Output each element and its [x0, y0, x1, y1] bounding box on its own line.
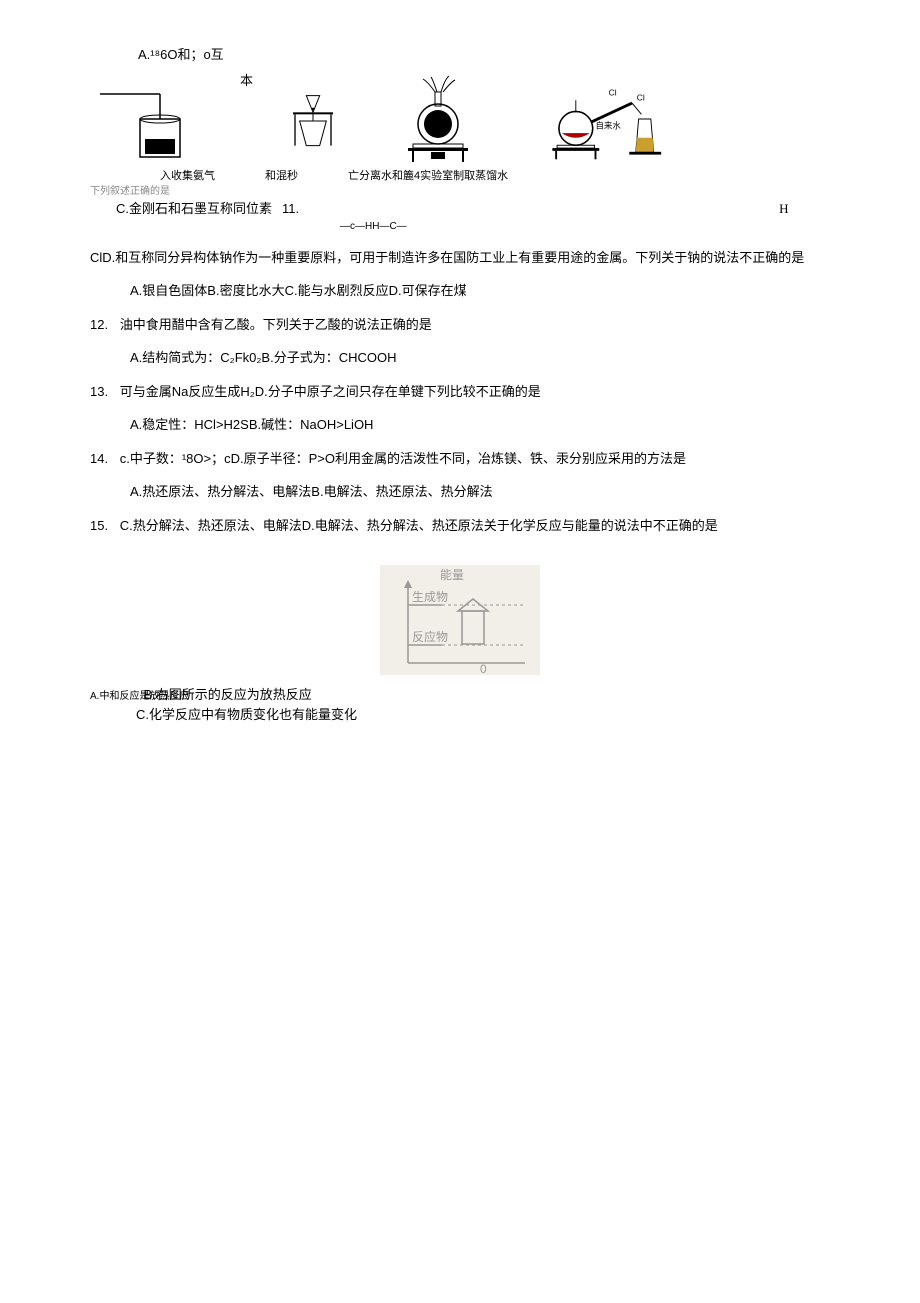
mid-char: 本 — [240, 71, 253, 91]
q14-stem: c.中子数：¹8O>；cD.原子半径：P>O利用金属的活泼性不同，冶炼镁、铁、汞… — [120, 451, 686, 466]
apparatus-1 — [90, 74, 210, 164]
q12-options: A.结构简式为：C₂Fk0₂B.分子式为：CHCOOH — [130, 348, 830, 368]
q10-option-a: A.¹⁸6O和；o互 — [138, 45, 830, 65]
q10-a-text: A.¹⁸6O和；o互 — [138, 47, 224, 62]
q14-options: A.热还原法、热分解法、电解法B.电解法、热还原法、热分解法 — [130, 482, 830, 502]
svg-text:反应物: 反应物 — [412, 629, 448, 644]
apparatus-row: 本 — [90, 69, 830, 164]
q11-stem: ClD.和互称同分异构体钠作为一种重要原料，可用于制造许多在国防工业上有重要用途… — [90, 248, 830, 268]
svg-text:自来水: 自来水 — [596, 120, 622, 130]
q13-stem: 可与金属Na反应生成H₂D.分子中原子之间只存在单键下列比较不正确的是 — [120, 384, 541, 399]
svg-text:0: 0 — [480, 662, 487, 675]
energy-figure: 能量 生成物 反应物 0 — [90, 565, 830, 675]
q15-num: 15. — [90, 518, 108, 533]
caption-2: 和混秒 — [265, 168, 298, 185]
svg-text:Cl: Cl — [609, 87, 617, 97]
q14-row: 14. c.中子数：¹8O>；cD.原子半径：P>O利用金属的活泼性不同，冶炼镁… — [90, 449, 830, 469]
caption-row: 入收集氨气 和混秒 亡分离水和簏4实验室制取蒸馏水 — [160, 168, 830, 185]
q10-c-text: C.金刚石和石墨互称同位素 — [116, 199, 272, 219]
q11-number: 11. — [282, 199, 299, 219]
q15-c: C.化学反应中有物质变化也有能量变化 — [136, 705, 830, 725]
edge-h: H — [779, 199, 788, 219]
svg-text:能量: 能量 — [440, 568, 464, 582]
q12-num: 12. — [90, 317, 108, 332]
q13-row: 13. 可与金属Na反应生成H₂D.分子中原子之间只存在单键下列比较不正确的是 — [90, 382, 830, 402]
apparatus-4: Cl Cl 自来水 — [543, 74, 693, 164]
q10-c-row: C.金刚石和石墨互称同位素 11. H — [116, 199, 830, 219]
structural-fragment: —c—HH—C— — [340, 219, 830, 234]
svg-text:生成物: 生成物 — [412, 590, 448, 604]
q13-num: 13. — [90, 384, 108, 399]
q15-b: B.右图所示的反应为放热反应 — [143, 685, 311, 705]
q15-row: 15. C.热分解法、热还原法、电解法D.电解法、热分解法、热还原法关于化学反应… — [90, 516, 830, 536]
apparatus-2 — [283, 74, 363, 164]
q14-num: 14. — [90, 451, 108, 466]
q12-stem: 油中食用醋中含有乙酸。下列关于乙酸的说法正确的是 — [120, 317, 432, 332]
tiny-stem-line: 下列叙述正确的是 — [90, 184, 830, 199]
q15-ab-line: A.中和反应是放热反应 B.右图所示的反应为放热反应 — [90, 685, 830, 705]
svg-text:Cl: Cl — [637, 92, 645, 102]
caption-3: 亡分离水和簏4实验室制取蒸馏水 — [348, 168, 508, 185]
q15-stem: C.热分解法、热还原法、电解法D.电解法、热分解法、热还原法关于化学反应与能量的… — [120, 518, 718, 533]
apparatus-3 — [393, 74, 513, 164]
q13-options: A.稳定性：HCl>H2SB.碱性：NaOH>LiOH — [130, 415, 830, 435]
caption-1: 入收集氨气 — [160, 168, 215, 185]
q11-options: A.银自色固体B.密度比水大C.能与水剧烈反应D.可保存在煤 — [130, 281, 830, 301]
q12-row: 12. 油中食用醋中含有乙酸。下列关于乙酸的说法正确的是 — [90, 315, 830, 335]
